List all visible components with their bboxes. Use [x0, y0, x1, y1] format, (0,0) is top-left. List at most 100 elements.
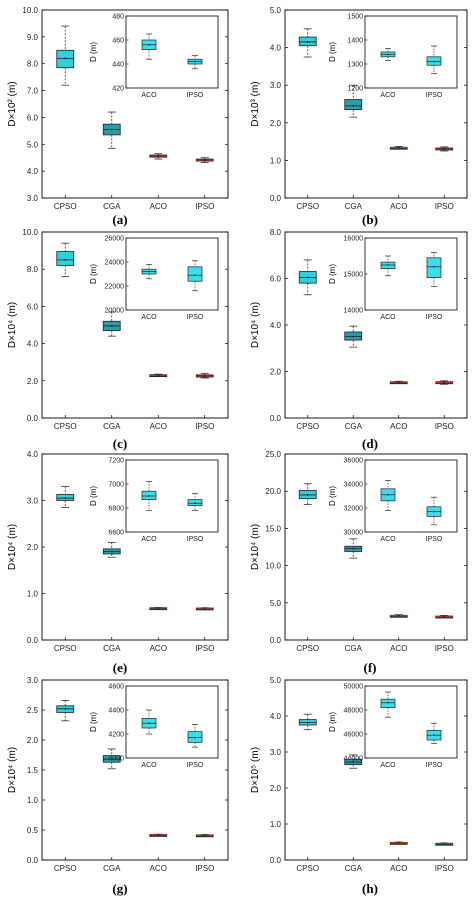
panel-label: (c)	[113, 436, 127, 451]
inset-y-tick-label: 420	[112, 86, 124, 93]
y-tick-label: 0.0	[27, 636, 39, 645]
box-cga	[344, 99, 363, 111]
inset-box-mean-dot	[148, 495, 150, 497]
x-tick-label: IPSO	[435, 422, 454, 431]
box-mean-dot	[397, 381, 400, 384]
x-tick-label: CGA	[103, 202, 121, 211]
chart-panel: 0.0 1.0 2.0 3.0 4.0 5.0 CPSO CGA ACO IPSO D×10⁵ (m…	[250, 676, 468, 896]
plot-frame	[284, 453, 468, 641]
x-tick-label: ACO	[390, 422, 407, 431]
inset-chart: 44000 46000 48000 50000 ACO IPSO D (m)	[328, 684, 458, 769]
y-axis-label: D×10⁴ (m)	[250, 524, 261, 570]
inset-y-tick-label: 32000	[344, 506, 364, 513]
inset-y-tick-label: 15000	[344, 272, 364, 279]
x-tick-label: CPSO	[54, 422, 77, 431]
inset-box-mean-dot	[387, 494, 389, 496]
inset-y-axis-label: D (m)	[89, 264, 98, 284]
inset-x-tick-label: IPSO	[187, 314, 204, 321]
box-mean-dot	[203, 375, 206, 378]
y-tick-label: 3.0	[270, 748, 282, 757]
box-mean-dot	[397, 146, 400, 149]
inset-frame	[125, 15, 219, 89]
x-tick-label: IPSO	[195, 644, 214, 653]
y-tick-label: 1.0	[270, 156, 282, 165]
y-tick-label: 0.0	[270, 194, 282, 203]
inset-y-axis-label: D (m)	[328, 42, 337, 62]
y-axis-label: D×10² (m)	[7, 81, 18, 126]
inset-chart: 14000 15000 16000 ACO IPSO D (m)	[328, 236, 458, 321]
box-mean-dot	[397, 841, 400, 844]
chart-panel: 0.0 1.0 2.0 3.0 4.0 CPSO CGA ACO IPSO D×10⁴ (m) 66…	[7, 450, 229, 675]
y-axis-label: D×10⁴ (m)	[7, 747, 18, 793]
inset-box-mean-dot	[387, 53, 389, 56]
x-tick-label: CGA	[103, 422, 121, 431]
inset-box-mean-dot	[148, 270, 150, 273]
inset-y-tick-label: 1200	[347, 86, 363, 93]
x-tick-label: CGA	[103, 864, 121, 873]
inset-box-mean-dot	[387, 264, 389, 266]
inset-y-axis-label: D (m)	[89, 712, 98, 732]
panel-label: (h)	[362, 881, 378, 896]
y-tick-label: 0.0	[270, 636, 282, 645]
inset-y-axis-label: D (m)	[328, 264, 337, 284]
x-tick-label: IPSO	[435, 202, 454, 211]
y-tick-label: 7.0	[27, 87, 39, 96]
inset-y-tick-label: 4600	[108, 684, 124, 691]
box-mean-dot	[306, 276, 309, 279]
y-tick-label: 8.0	[27, 265, 39, 274]
y-tick-label: 0.0	[27, 856, 39, 865]
box-mean-dot	[352, 335, 355, 338]
inset-x-tick-label: IPSO	[426, 762, 443, 769]
inset-frame	[125, 685, 219, 759]
inset-y-tick-label: 20000	[105, 308, 125, 315]
y-tick-label: 5.0	[270, 676, 282, 685]
y-tick-label: 3.0	[27, 676, 39, 685]
box-mean-dot	[157, 607, 160, 609]
box-mean-dot	[352, 104, 355, 107]
x-tick-label: IPSO	[195, 864, 214, 873]
y-tick-label: 1.0	[270, 820, 282, 829]
x-tick-label: ACO	[150, 864, 167, 873]
y-tick-label: 0.0	[270, 414, 282, 423]
inset-x-tick-label: ACO	[141, 314, 157, 321]
inset-y-tick-label: 4200	[108, 732, 124, 739]
inset-y-tick-label: 440	[112, 62, 124, 69]
box-mean-dot	[110, 128, 113, 131]
inset-box-mean-dot	[148, 722, 150, 724]
inset-box-mean-dot	[194, 274, 196, 277]
inset-x-tick-label: IPSO	[426, 536, 443, 543]
x-tick-label: ACO	[390, 864, 407, 873]
x-tick-label: ACO	[150, 422, 167, 431]
inset-y-tick-label: 24000	[105, 260, 125, 267]
inset-y-tick-label: 480	[112, 14, 124, 21]
box-mean-dot	[110, 325, 113, 327]
chart-panel: 0.0 2.0 4.0 6.0 8.0 CPSO CGA ACO IPSO D×10⁴ (m) 14…	[250, 228, 468, 451]
box-mean-dot	[306, 41, 309, 43]
inset-box-mean-dot	[433, 60, 435, 63]
y-tick-label: 2.0	[270, 368, 282, 377]
plot-frame	[41, 9, 229, 199]
y-axis-label: D×10⁴ (m)	[7, 524, 18, 570]
inset-x-tick-label: IPSO	[187, 536, 204, 543]
inset-frame	[364, 685, 458, 759]
x-tick-label: ACO	[390, 202, 407, 211]
y-tick-label: 4.0	[27, 167, 39, 176]
y-tick-label: 2.0	[270, 119, 282, 128]
inset-box-mean-dot	[387, 702, 389, 704]
y-axis-label: D×10³ (m)	[250, 81, 261, 126]
x-tick-label: ACO	[390, 644, 407, 653]
x-tick-label: CGA	[345, 422, 363, 431]
inset-x-tick-label: ACO	[380, 314, 396, 321]
y-tick-label: 5.0	[270, 6, 282, 15]
inset-y-tick-label: 1300	[347, 62, 363, 69]
chart-panel: 0.0 1.0 2.0 3.0 4.0 5.0 CPSO CGA ACO IPSO D×10³ (m…	[250, 6, 468, 227]
inset-box-mean-dot	[433, 266, 435, 268]
x-tick-label: IPSO	[435, 644, 454, 653]
inset-frame	[364, 237, 458, 311]
plot-frame	[284, 9, 468, 199]
box-mean-dot	[64, 259, 67, 261]
inset-y-tick-label: 34000	[344, 482, 364, 489]
y-tick-label: 4.0	[270, 712, 282, 721]
x-tick-label: ACO	[150, 202, 167, 211]
x-tick-label: IPSO	[195, 202, 214, 211]
